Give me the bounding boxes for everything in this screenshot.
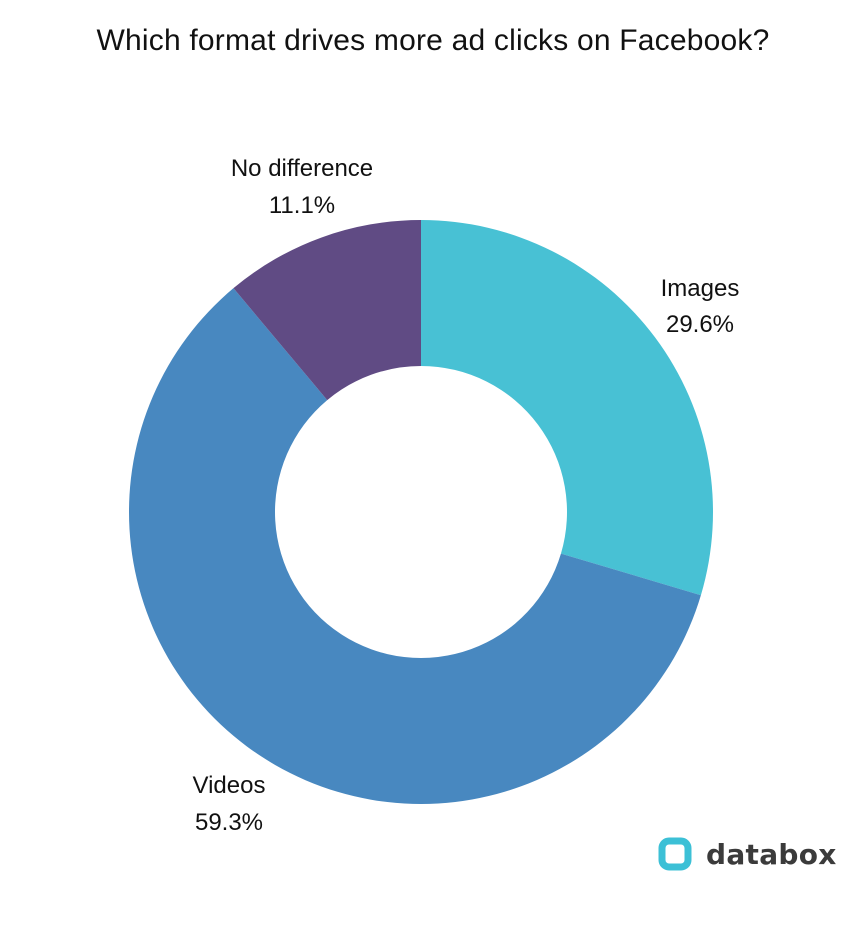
donut-slices bbox=[129, 220, 713, 805]
brand-name: databox bbox=[706, 837, 837, 871]
chart-title: Which format drives more ad clicks on Fa… bbox=[96, 24, 770, 57]
slice-label-no-difference: No difference bbox=[231, 155, 373, 182]
databox-logo-icon bbox=[658, 837, 692, 871]
slice-videos bbox=[129, 288, 701, 805]
slice-value-no-difference: 11.1% bbox=[269, 192, 335, 219]
slice-value-images: 29.6% bbox=[666, 311, 734, 338]
slice-images bbox=[421, 220, 713, 596]
slice-label-images: Images bbox=[661, 275, 740, 302]
slice-no-difference bbox=[233, 220, 421, 401]
slice-labels: Images 29.6% Videos 59.3% No difference 11.1% bbox=[193, 155, 740, 836]
slice-value-videos: 59.3% bbox=[195, 809, 263, 836]
brand-logo: databox bbox=[658, 834, 837, 874]
slice-label-videos: Videos bbox=[193, 772, 266, 799]
